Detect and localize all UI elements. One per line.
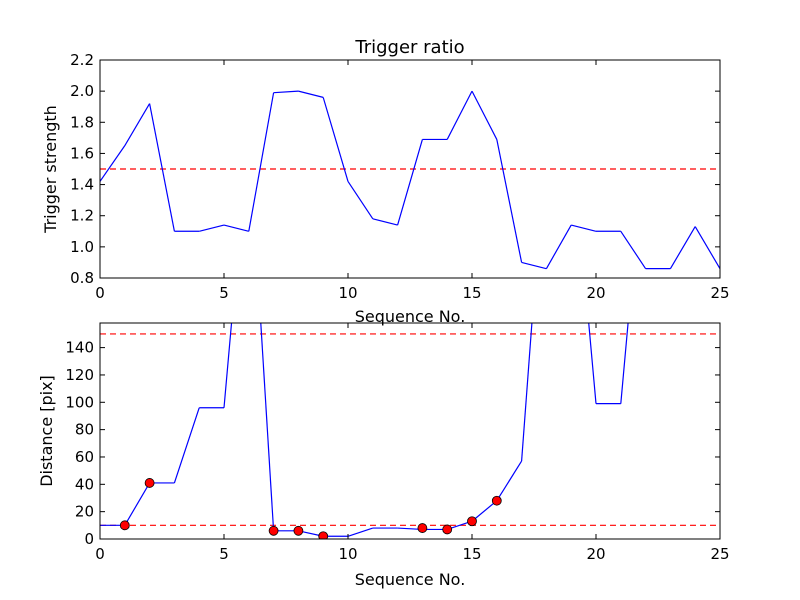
series-segment-12: [397, 139, 423, 226]
x-axis-label: Sequence No.: [355, 307, 466, 326]
x-tick-label-0: 0: [95, 545, 105, 563]
x-tick-label-1: 5: [219, 545, 229, 563]
y-axis-ticks: 0.8 1.0 1.2 1.4 1.6 1.8 2.0 2.2: [70, 51, 720, 287]
plot-frame: [99, 59, 721, 279]
plot-frame: [99, 322, 721, 540]
y-tick-label-7: 2.2: [70, 51, 94, 69]
y-tick-label-1: 20: [75, 503, 94, 521]
series-segment-23: [669, 226, 696, 269]
series-segment-17: [521, 323, 533, 462]
series-segment-15: [471, 500, 498, 522]
x-tick-label-4: 20: [586, 284, 605, 302]
y-axis-label: Trigger strength: [41, 105, 60, 234]
y-tick-label-4: 80: [75, 421, 94, 439]
y-tick-label-6: 2.0: [70, 82, 94, 100]
series-segment-0: [100, 145, 126, 182]
y-tick-label-6: 120: [65, 366, 94, 384]
series-segment-21: [620, 230, 647, 269]
series-segment-19: [588, 323, 597, 404]
data-markers: [119, 478, 502, 539]
series-segment-15: [471, 90, 498, 140]
x-tick-label-0: 0: [95, 284, 105, 302]
y-tick-label-4: 1.6: [70, 144, 94, 162]
data-marker-1: [144, 478, 155, 488]
x-tick-label-2: 10: [338, 545, 357, 563]
series-segment-14: [446, 90, 473, 140]
x-tick-label-3: 15: [462, 284, 481, 302]
series-segment-16: [496, 139, 523, 263]
x-tick-label-4: 20: [586, 545, 605, 563]
series-segment-8: [298, 90, 324, 98]
x-axis-ticks: 0 5 10 15 20 25: [95, 60, 730, 302]
threshold-lines: [100, 333, 720, 526]
y-axis-label: Distance [pix]: [37, 375, 56, 487]
trigger-ratio-plot: Trigger ratio 0 5 10 15 20 25 0.8 1.0 1.2 1.4 1.6…: [41, 37, 730, 326]
y-tick-label-3: 1.4: [70, 176, 94, 194]
data-marker-8: [491, 495, 502, 506]
series-segment-7: [273, 90, 299, 94]
series-segment-19: [571, 224, 597, 232]
series-segment-3: [173, 407, 200, 484]
series-segment-5: [223, 224, 249, 232]
data-marker-3: [293, 525, 304, 536]
y-tick-label-2: 40: [75, 475, 94, 493]
series-segment-4: [199, 224, 225, 232]
series-segment-21: [620, 323, 629, 404]
x-tick-label-2: 10: [338, 284, 357, 302]
distance-plot: 0 5 10 15 20 25 0 20 40 60 80 100 120 140 Sequence N…: [37, 322, 730, 589]
y-tick-label-5: 100: [65, 393, 94, 411]
series-segment-1: [124, 103, 151, 146]
y-tick-label-5: 1.8: [70, 113, 94, 131]
series-segment-18: [545, 224, 572, 269]
x-tick-label-1: 5: [219, 284, 229, 302]
series-segment-11: [372, 218, 398, 226]
y-tick-label-3: 60: [75, 448, 94, 466]
x-axis-ticks: 0 5 10 15 20 25: [95, 323, 730, 563]
series-segment-10: [347, 527, 373, 537]
x-axis-label: Sequence No.: [355, 570, 466, 589]
y-tick-label-2: 1.2: [70, 207, 94, 225]
x-tick-label-3: 15: [462, 545, 481, 563]
y-axis-ticks: 0 20 40 60 80 100 120 140: [65, 339, 720, 548]
series-segment-16: [496, 460, 523, 502]
series-lines: [100, 90, 720, 270]
chart-title: Trigger ratio: [354, 37, 464, 58]
data-marker-7: [467, 516, 477, 527]
series-segment-1: [124, 482, 151, 526]
series-segment-9: [322, 97, 349, 182]
series-segment-6: [248, 92, 275, 232]
series-segment-24: [694, 226, 720, 269]
data-marker-4: [318, 531, 329, 539]
x-tick-label-5: 25: [710, 545, 729, 563]
data-marker-5: [417, 523, 428, 533]
series-segment-17: [521, 261, 547, 270]
series-lines: [100, 323, 629, 537]
series-segment-6: [260, 323, 275, 531]
x-tick-label-5: 25: [710, 284, 729, 302]
data-marker-0: [119, 520, 130, 531]
data-marker-6: [442, 524, 453, 535]
y-tick-label-0: 0: [84, 530, 94, 548]
data-marker-2: [268, 525, 279, 536]
series-segment-5: [223, 323, 233, 408]
series-segment-2: [149, 103, 175, 232]
y-tick-label-1: 1.0: [70, 238, 94, 256]
y-tick-label-0: 0.8: [70, 269, 94, 287]
series-segment-10: [347, 181, 374, 220]
y-tick-label-7: 140: [65, 339, 94, 357]
